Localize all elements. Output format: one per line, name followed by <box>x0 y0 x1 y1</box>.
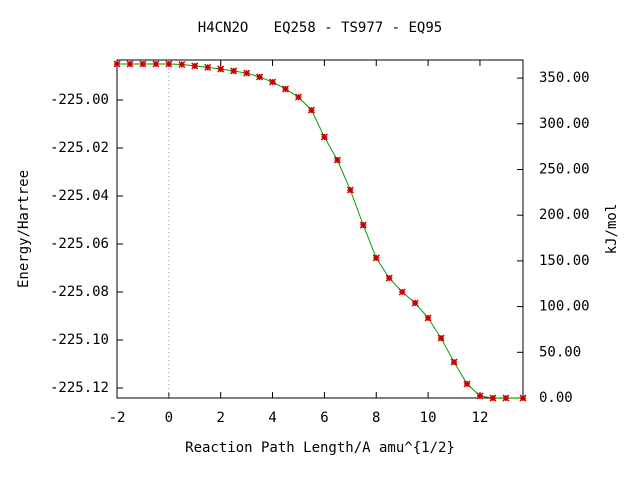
y2-tick-label: 100.00 <box>539 299 590 315</box>
y-tick-label: -225.08 <box>50 284 109 300</box>
point-marker <box>372 254 380 262</box>
y2-tick-label: 250.00 <box>539 161 590 177</box>
y-tick-label: -225.06 <box>50 236 109 252</box>
point-marker <box>424 314 432 322</box>
point-marker <box>502 394 510 402</box>
point-marker <box>191 62 199 70</box>
x-tick-label: 4 <box>268 410 276 426</box>
point-marker <box>398 288 406 296</box>
y-tick-label: -225.10 <box>50 332 109 348</box>
point-marker <box>165 60 173 68</box>
point-marker <box>463 380 471 388</box>
point-marker <box>320 133 328 141</box>
y2-tick-label: 0.00 <box>539 390 573 406</box>
plot-frame <box>116 59 524 399</box>
point-marker <box>269 78 277 86</box>
y2-tick-label: 150.00 <box>539 253 590 269</box>
y-tick-label: -225.02 <box>50 140 109 156</box>
y2-tick-label: 200.00 <box>539 207 590 223</box>
point-marker <box>411 299 419 307</box>
point-marker <box>450 358 458 366</box>
x-axis-label: Reaction Path Length/A amu^{1/2} <box>185 440 455 456</box>
y2-axis-label: kJ/mol <box>604 204 620 255</box>
x-tick-label: 6 <box>320 410 328 426</box>
point-marker <box>243 69 251 77</box>
series-line <box>117 63 523 399</box>
x-tick-label: 0 <box>165 410 173 426</box>
x-tick-label: 8 <box>372 410 380 426</box>
point-marker <box>476 392 484 400</box>
point-marker <box>126 60 134 68</box>
point-marker <box>152 60 160 68</box>
point-marker <box>346 186 354 194</box>
y-axis-label: Energy/Hartree <box>16 170 32 288</box>
chart-title: H4CN2O EQ258 - TS977 - EQ95 <box>198 20 442 36</box>
point-marker <box>178 60 186 69</box>
y2-tick-label: 300.00 <box>539 116 590 132</box>
x-tick-label: 10 <box>420 410 437 426</box>
point-marker <box>113 60 121 68</box>
y-tick-label: -225.12 <box>50 380 109 396</box>
point-marker <box>519 394 527 402</box>
point-marker <box>294 93 303 101</box>
y2-tick-label: 350.00 <box>539 70 590 86</box>
point-marker <box>307 106 315 114</box>
y-tick-label: -225.04 <box>50 188 109 204</box>
point-marker <box>204 63 212 71</box>
point-marker <box>230 67 238 75</box>
point-marker <box>333 156 341 164</box>
point-marker <box>489 394 497 402</box>
point-marker <box>217 65 225 73</box>
point-marker <box>139 60 147 68</box>
y2-tick-label: 50.00 <box>539 344 581 360</box>
point-marker <box>281 85 290 93</box>
point-marker <box>256 73 264 81</box>
point-marker <box>385 274 393 282</box>
point-marker <box>437 334 445 342</box>
y-tick-label: -225.00 <box>50 92 109 108</box>
x-tick-label: -2 <box>109 410 126 426</box>
point-marker <box>359 221 367 229</box>
x-tick-label: 2 <box>216 410 224 426</box>
x-tick-label: 12 <box>472 410 489 426</box>
